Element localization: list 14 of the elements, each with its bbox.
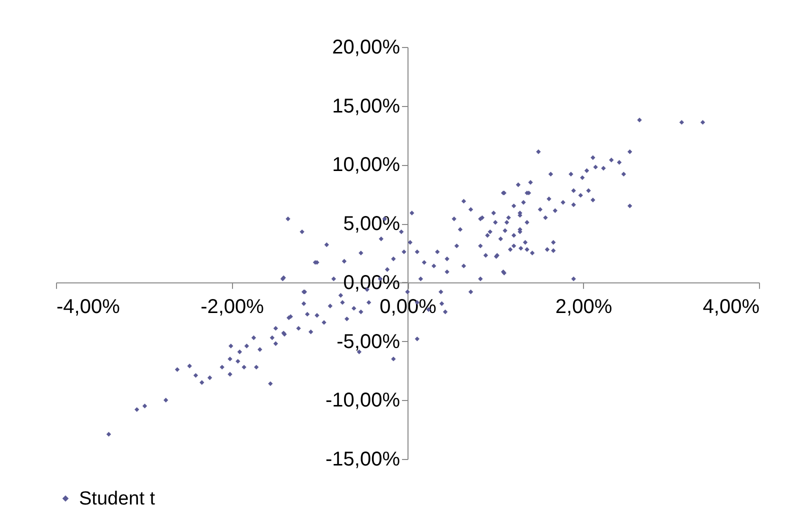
y-tick-label: 0,00%: [343, 272, 400, 294]
x-tick-label: -4,00%: [56, 296, 120, 318]
y-tick-label: -5,00%: [336, 330, 400, 353]
x-tick-label: 2,00%: [555, 296, 612, 318]
x-tick-label: -2,00%: [200, 296, 264, 318]
y-tick-label: 20,00%: [332, 36, 400, 58]
y-tick-label: -10,00%: [326, 390, 400, 412]
y-tick-label: -15,00%: [326, 448, 400, 470]
x-tick-label: 0,00%: [380, 296, 437, 318]
x-tick-label: 4,00%: [702, 296, 760, 318]
y-tick-label: 15,00%: [332, 95, 400, 118]
y-tick-label: 5,00%: [343, 213, 400, 236]
y-tick-label: 10,00%: [332, 154, 400, 176]
legend-label: Student t: [79, 488, 156, 510]
